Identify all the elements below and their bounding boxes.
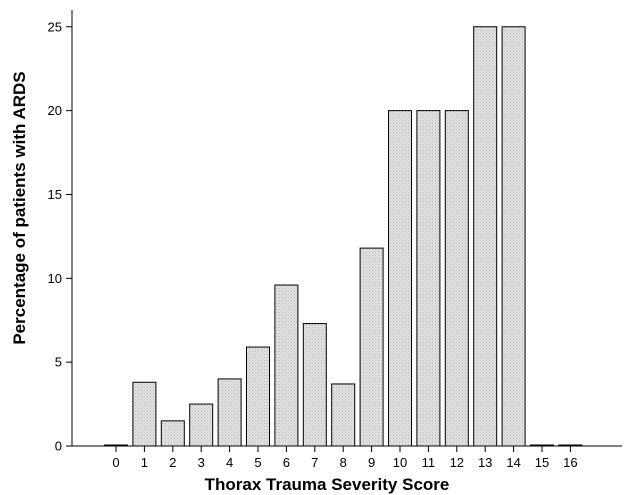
x-tick-label-8: 8 (340, 455, 347, 470)
bar-13 (473, 26, 498, 447)
x-tick-label-16: 16 (563, 455, 577, 470)
x-tick-label-3: 3 (198, 455, 205, 470)
bar-11 (416, 110, 441, 447)
x-tick-label-2: 2 (169, 455, 176, 470)
x-tick-label-10: 10 (393, 455, 407, 470)
x-tick-label-11: 11 (422, 455, 436, 470)
y-tick-label-25: 25 (48, 19, 62, 34)
bar-3 (189, 403, 214, 447)
bar-9 (359, 247, 384, 447)
x-tick-label-4: 4 (226, 455, 233, 470)
y-axis-title: Percentage of patients with ARDS (10, 71, 29, 344)
y-tick-label-0: 0 (55, 439, 62, 454)
x-tick-label-9: 9 (368, 455, 375, 470)
x-tick-label-15: 15 (535, 455, 549, 470)
x-tick-label-12: 12 (450, 455, 464, 470)
x-axis-title: Thorax Trauma Severity Score (205, 475, 450, 494)
bar-8 (331, 383, 356, 447)
bars (104, 26, 583, 447)
bar-5 (246, 346, 270, 447)
bar-4 (217, 378, 242, 447)
y-tick-label-5: 5 (55, 355, 62, 370)
bar-2 (160, 420, 185, 447)
x-tick-label-5: 5 (254, 455, 261, 470)
axes (66, 10, 622, 452)
x-tick-label-13: 13 (478, 455, 492, 470)
x-tick-label-0: 0 (112, 455, 119, 470)
x-tick-label-1: 1 (141, 455, 148, 470)
y-tick-label-10: 10 (48, 271, 62, 286)
bar-7 (302, 323, 327, 447)
bar-14 (501, 26, 526, 447)
y-tick-label-20: 20 (48, 103, 62, 118)
bar-6 (274, 284, 299, 447)
bar-12 (444, 110, 469, 447)
y-tick-label-15: 15 (48, 187, 62, 202)
x-tick-label-6: 6 (283, 455, 290, 470)
bar-10 (388, 110, 412, 447)
x-tick-label-14: 14 (506, 455, 520, 470)
bar-1 (132, 381, 157, 447)
x-tick-label-7: 7 (311, 455, 318, 470)
